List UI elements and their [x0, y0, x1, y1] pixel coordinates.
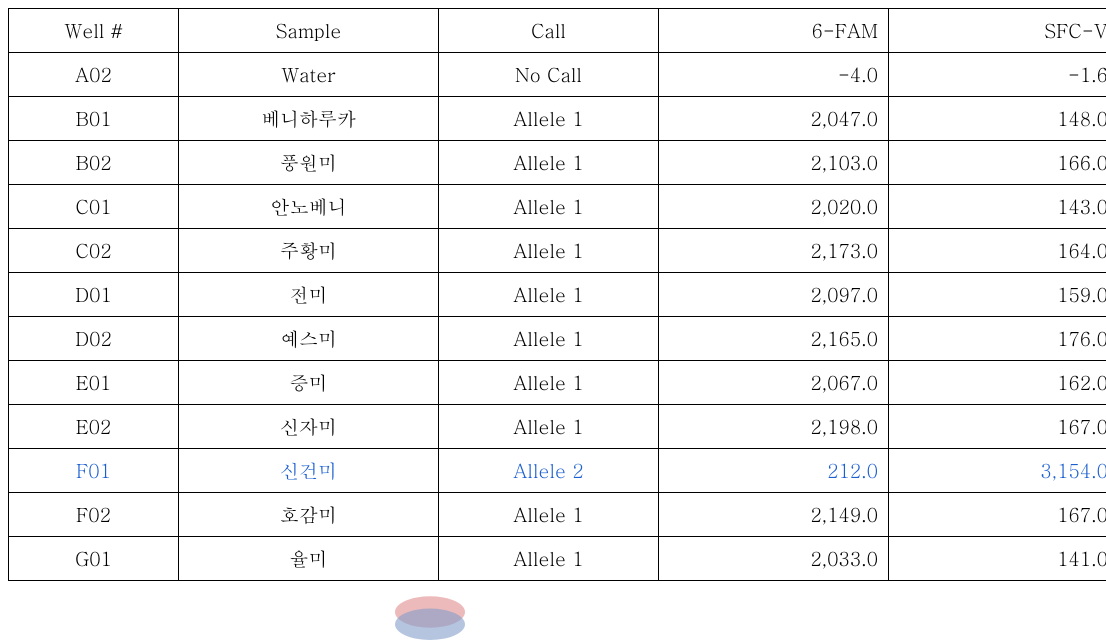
cell-well: G01	[9, 537, 179, 581]
table-row: E01증미Allele 12,067.0162.0	[9, 361, 1106, 405]
cell-sfc: 3,154.0	[889, 449, 1106, 493]
cell-well: D02	[9, 317, 179, 361]
cell-sample: 풍원미	[179, 141, 439, 185]
cell-sample: 신건미	[179, 449, 439, 493]
cell-sfc: -1.6	[889, 53, 1106, 97]
cell-sfc: 167.0	[889, 493, 1106, 537]
cell-sfc: 141.0	[889, 537, 1106, 581]
cell-fam: 2,067.0	[659, 361, 889, 405]
cell-sample: 전미	[179, 273, 439, 317]
cell-sample: 증미	[179, 361, 439, 405]
cell-call: Allele 1	[439, 185, 659, 229]
allele-call-table: Well #SampleCall6-FAMSFC-V A02WaterNo Ca…	[8, 8, 1106, 581]
cell-fam: 2,097.0	[659, 273, 889, 317]
cell-sample: 율미	[179, 537, 439, 581]
cell-call: Allele 1	[439, 405, 659, 449]
cell-sample: 신자미	[179, 405, 439, 449]
table-row: D02예스미Allele 12,165.0176.0	[9, 317, 1106, 361]
cell-call: Allele 1	[439, 493, 659, 537]
cell-well: C01	[9, 185, 179, 229]
cell-sample: Water	[179, 53, 439, 97]
cell-fam: 2,165.0	[659, 317, 889, 361]
cell-call: Allele 1	[439, 273, 659, 317]
cell-fam: 2,033.0	[659, 537, 889, 581]
table-row: E02신자미Allele 12,198.0167.0	[9, 405, 1106, 449]
cell-sfc: 162.0	[889, 361, 1106, 405]
column-header-well: Well #	[9, 9, 179, 53]
table-row: B02풍원미Allele 12,103.0166.0	[9, 141, 1106, 185]
column-header-sample: Sample	[179, 9, 439, 53]
table-row: C01안노베니Allele 12,020.0143.0	[9, 185, 1106, 229]
cell-sfc: 176.0	[889, 317, 1106, 361]
cell-fam: 212.0	[659, 449, 889, 493]
table-row: F01신건미Allele 2212.03,154.0	[9, 449, 1106, 493]
cell-well: D01	[9, 273, 179, 317]
cell-sample: 주황미	[179, 229, 439, 273]
cell-fam: 2,149.0	[659, 493, 889, 537]
table-body: A02WaterNo Call-4.0-1.6B01베니하루카Allele 12…	[9, 53, 1106, 581]
table-row: B01베니하루카Allele 12,047.0148.0	[9, 97, 1106, 141]
cell-sample: 베니하루카	[179, 97, 439, 141]
cell-call: Allele 1	[439, 361, 659, 405]
cell-sfc: 148.0	[889, 97, 1106, 141]
cell-sfc: 167.0	[889, 405, 1106, 449]
cell-sample: 예스미	[179, 317, 439, 361]
cell-sample: 호감미	[179, 493, 439, 537]
cell-call: Allele 1	[439, 229, 659, 273]
cell-fam: 2,198.0	[659, 405, 889, 449]
cell-well: A02	[9, 53, 179, 97]
column-header-fam: 6-FAM	[659, 9, 889, 53]
cell-fam: 2,173.0	[659, 229, 889, 273]
table-row: G01율미Allele 12,033.0141.0	[9, 537, 1106, 581]
cell-well: E01	[9, 361, 179, 405]
cell-sfc: 164.0	[889, 229, 1106, 273]
cell-sfc: 143.0	[889, 185, 1106, 229]
cell-sfc: 159.0	[889, 273, 1106, 317]
cell-well: B02	[9, 141, 179, 185]
cell-fam: 2,103.0	[659, 141, 889, 185]
table-row: A02WaterNo Call-4.0-1.6	[9, 53, 1106, 97]
cell-sfc: 166.0	[889, 141, 1106, 185]
table-row: C02주황미Allele 12,173.0164.0	[9, 229, 1106, 273]
cell-well: F01	[9, 449, 179, 493]
cell-call: Allele 1	[439, 317, 659, 361]
column-header-call: Call	[439, 9, 659, 53]
table-header: Well #SampleCall6-FAMSFC-V	[9, 9, 1106, 53]
cell-well: B01	[9, 97, 179, 141]
cell-sample: 안노베니	[179, 185, 439, 229]
cell-fam: -4.0	[659, 53, 889, 97]
cell-call: Allele 2	[439, 449, 659, 493]
cell-well: C02	[9, 229, 179, 273]
cell-call: Allele 1	[439, 97, 659, 141]
cell-well: E02	[9, 405, 179, 449]
cell-fam: 2,047.0	[659, 97, 889, 141]
cell-call: Allele 1	[439, 537, 659, 581]
column-header-sfc: SFC-V	[889, 9, 1106, 53]
header-row: Well #SampleCall6-FAMSFC-V	[9, 9, 1106, 53]
table-row: F02호감미Allele 12,149.0167.0	[9, 493, 1106, 537]
cell-fam: 2,020.0	[659, 185, 889, 229]
cell-well: F02	[9, 493, 179, 537]
cell-call: No Call	[439, 53, 659, 97]
table-row: D01전미Allele 12,097.0159.0	[9, 273, 1106, 317]
cell-call: Allele 1	[439, 141, 659, 185]
